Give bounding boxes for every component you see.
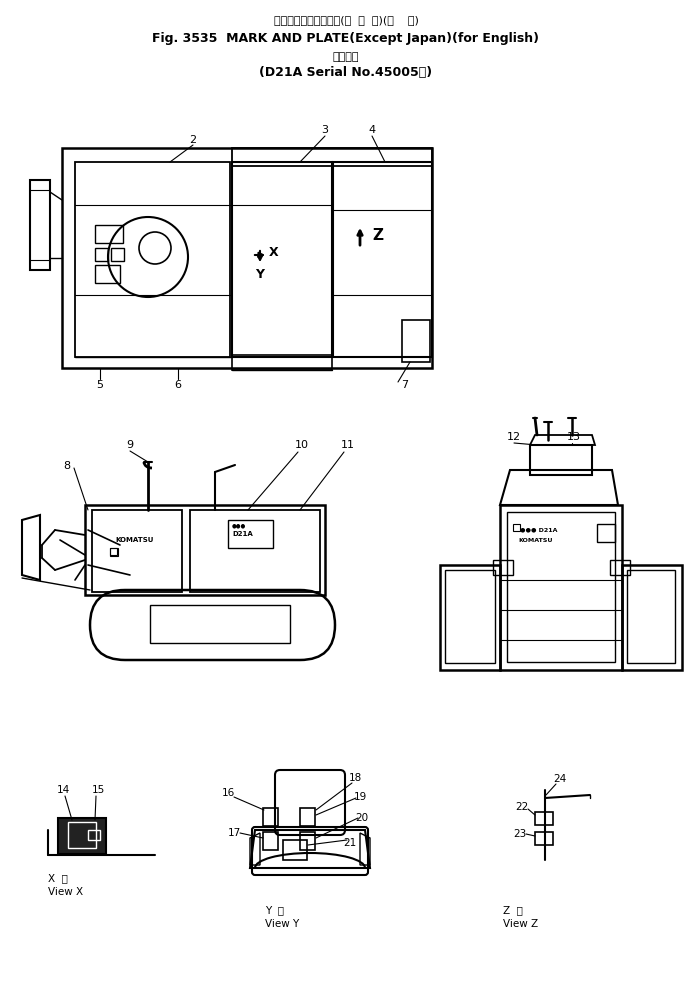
Text: 21: 21: [343, 838, 357, 848]
Bar: [88, 830, 100, 840]
Bar: [110, 548, 117, 555]
Text: X  矢: X 矢: [48, 873, 68, 883]
Bar: [622, 565, 682, 670]
Bar: [610, 560, 630, 575]
Bar: [150, 605, 290, 643]
Bar: [232, 162, 332, 357]
Bar: [627, 570, 675, 663]
Text: Z  矢: Z 矢: [503, 905, 523, 915]
Bar: [62, 148, 432, 368]
Text: マークおよびプレート(海  外  向)(英    語): マークおよびプレート(海 外 向)(英 語): [274, 15, 419, 25]
Bar: [283, 840, 307, 860]
Text: X: X: [269, 245, 279, 259]
Text: 11: 11: [341, 440, 355, 450]
Text: 15: 15: [91, 785, 105, 795]
Text: 18: 18: [349, 773, 362, 783]
Bar: [402, 320, 430, 362]
Text: ●●●: ●●●: [232, 523, 246, 528]
Bar: [110, 548, 118, 556]
Text: 8: 8: [64, 461, 71, 471]
Bar: [92, 510, 182, 592]
Bar: [530, 445, 592, 475]
Text: Y  矢: Y 矢: [265, 905, 284, 915]
Text: 12: 12: [507, 432, 521, 442]
Bar: [597, 524, 615, 542]
Text: 14: 14: [56, 785, 69, 795]
Bar: [500, 505, 622, 670]
Bar: [30, 180, 50, 270]
Text: View Z: View Z: [503, 919, 538, 929]
Text: Y: Y: [256, 268, 265, 280]
Text: 2: 2: [189, 135, 197, 145]
Bar: [58, 818, 106, 854]
Text: 22: 22: [516, 802, 529, 812]
Text: (D21A Serial No.45005～): (D21A Serial No.45005～): [259, 66, 432, 79]
Text: 19: 19: [353, 792, 367, 802]
Text: Z: Z: [373, 227, 383, 242]
Bar: [535, 832, 553, 845]
Text: 3: 3: [322, 125, 328, 135]
Text: View X: View X: [48, 887, 83, 897]
Bar: [513, 524, 520, 531]
Text: 10: 10: [295, 440, 309, 450]
Bar: [190, 510, 320, 592]
Bar: [263, 808, 278, 826]
Bar: [95, 265, 120, 283]
Bar: [507, 512, 615, 662]
Text: 20: 20: [356, 813, 369, 823]
Text: 適用号機: 適用号機: [333, 52, 359, 62]
Bar: [440, 565, 500, 670]
Text: 9: 9: [126, 440, 134, 450]
Text: 5: 5: [96, 380, 103, 390]
Text: ●●● D21A: ●●● D21A: [520, 527, 557, 532]
Text: 4: 4: [369, 125, 376, 135]
Bar: [300, 832, 315, 850]
Bar: [228, 520, 273, 548]
Bar: [445, 570, 495, 663]
Text: 23: 23: [514, 829, 527, 839]
Text: 6: 6: [175, 380, 182, 390]
Bar: [493, 560, 513, 575]
Bar: [263, 832, 278, 850]
Bar: [111, 248, 124, 261]
Bar: [232, 355, 332, 370]
Bar: [85, 505, 325, 595]
Text: 16: 16: [221, 788, 235, 798]
Text: D21A: D21A: [232, 531, 253, 537]
Text: 7: 7: [401, 380, 409, 390]
Bar: [75, 162, 230, 357]
Bar: [300, 808, 315, 826]
Text: 13: 13: [567, 432, 581, 442]
Bar: [95, 248, 108, 261]
Text: KOMATSU: KOMATSU: [518, 537, 552, 542]
Bar: [232, 148, 432, 166]
Bar: [68, 822, 96, 848]
Text: View Y: View Y: [265, 919, 299, 929]
Bar: [535, 812, 553, 825]
Text: 17: 17: [227, 828, 240, 838]
Text: 24: 24: [554, 774, 567, 784]
Bar: [333, 162, 432, 357]
Text: KOMATSU: KOMATSU: [115, 537, 153, 543]
Text: Fig. 3535  MARK AND PLATE(Except Japan)(for English): Fig. 3535 MARK AND PLATE(Except Japan)(f…: [152, 32, 539, 45]
Bar: [95, 225, 123, 243]
